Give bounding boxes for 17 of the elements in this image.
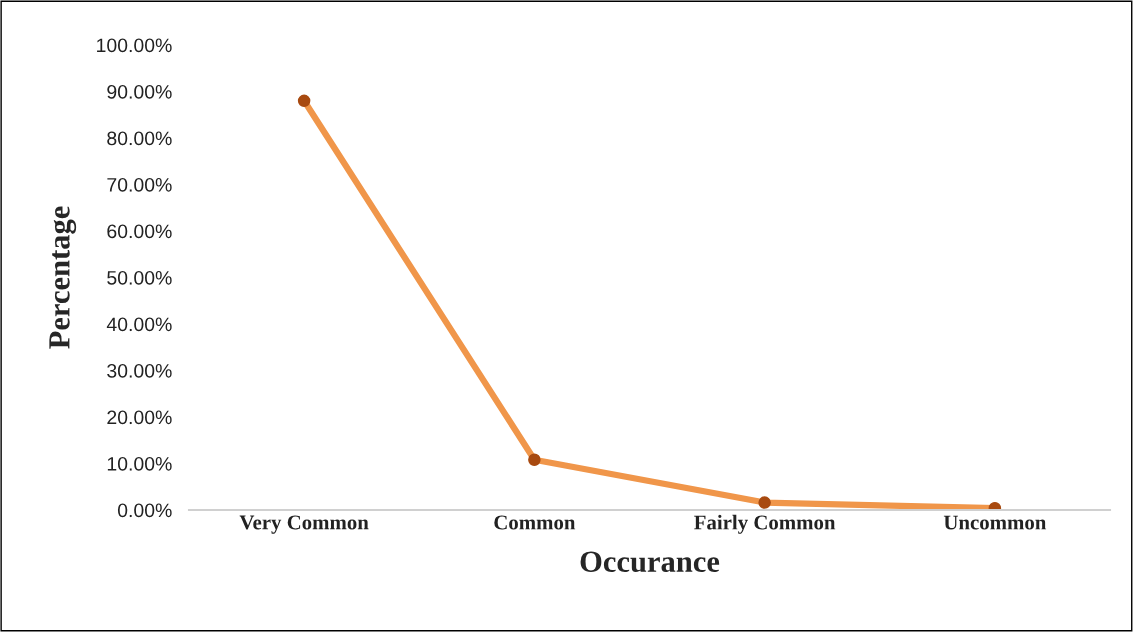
y-tick-label: 10.00% xyxy=(107,456,172,471)
y-tick-label: 50.00% xyxy=(107,270,172,285)
x-tick-label: Fairly Common xyxy=(694,514,836,534)
y-tick-label: 70.00% xyxy=(107,177,172,192)
y-tick-label: 30.00% xyxy=(107,363,172,378)
x-tick-label: Very Common xyxy=(239,515,369,534)
y-tick-label: 20.00% xyxy=(107,410,172,425)
x-tick-label: Uncommon xyxy=(943,515,1047,530)
y-tick-label: 80.00% xyxy=(107,131,172,146)
y-axis-title: Percentage xyxy=(49,206,77,349)
y-tick-label: 100.00% xyxy=(97,38,172,53)
x-axis-title: Occurance xyxy=(580,551,720,573)
y-tick-label: 0.00% xyxy=(117,503,172,518)
y-tick-label: 90.00% xyxy=(107,84,172,99)
x-tick-label: Common xyxy=(494,515,576,530)
y-tick-label: 60.00% xyxy=(107,224,172,239)
y-tick-label: 40.00% xyxy=(106,317,172,332)
